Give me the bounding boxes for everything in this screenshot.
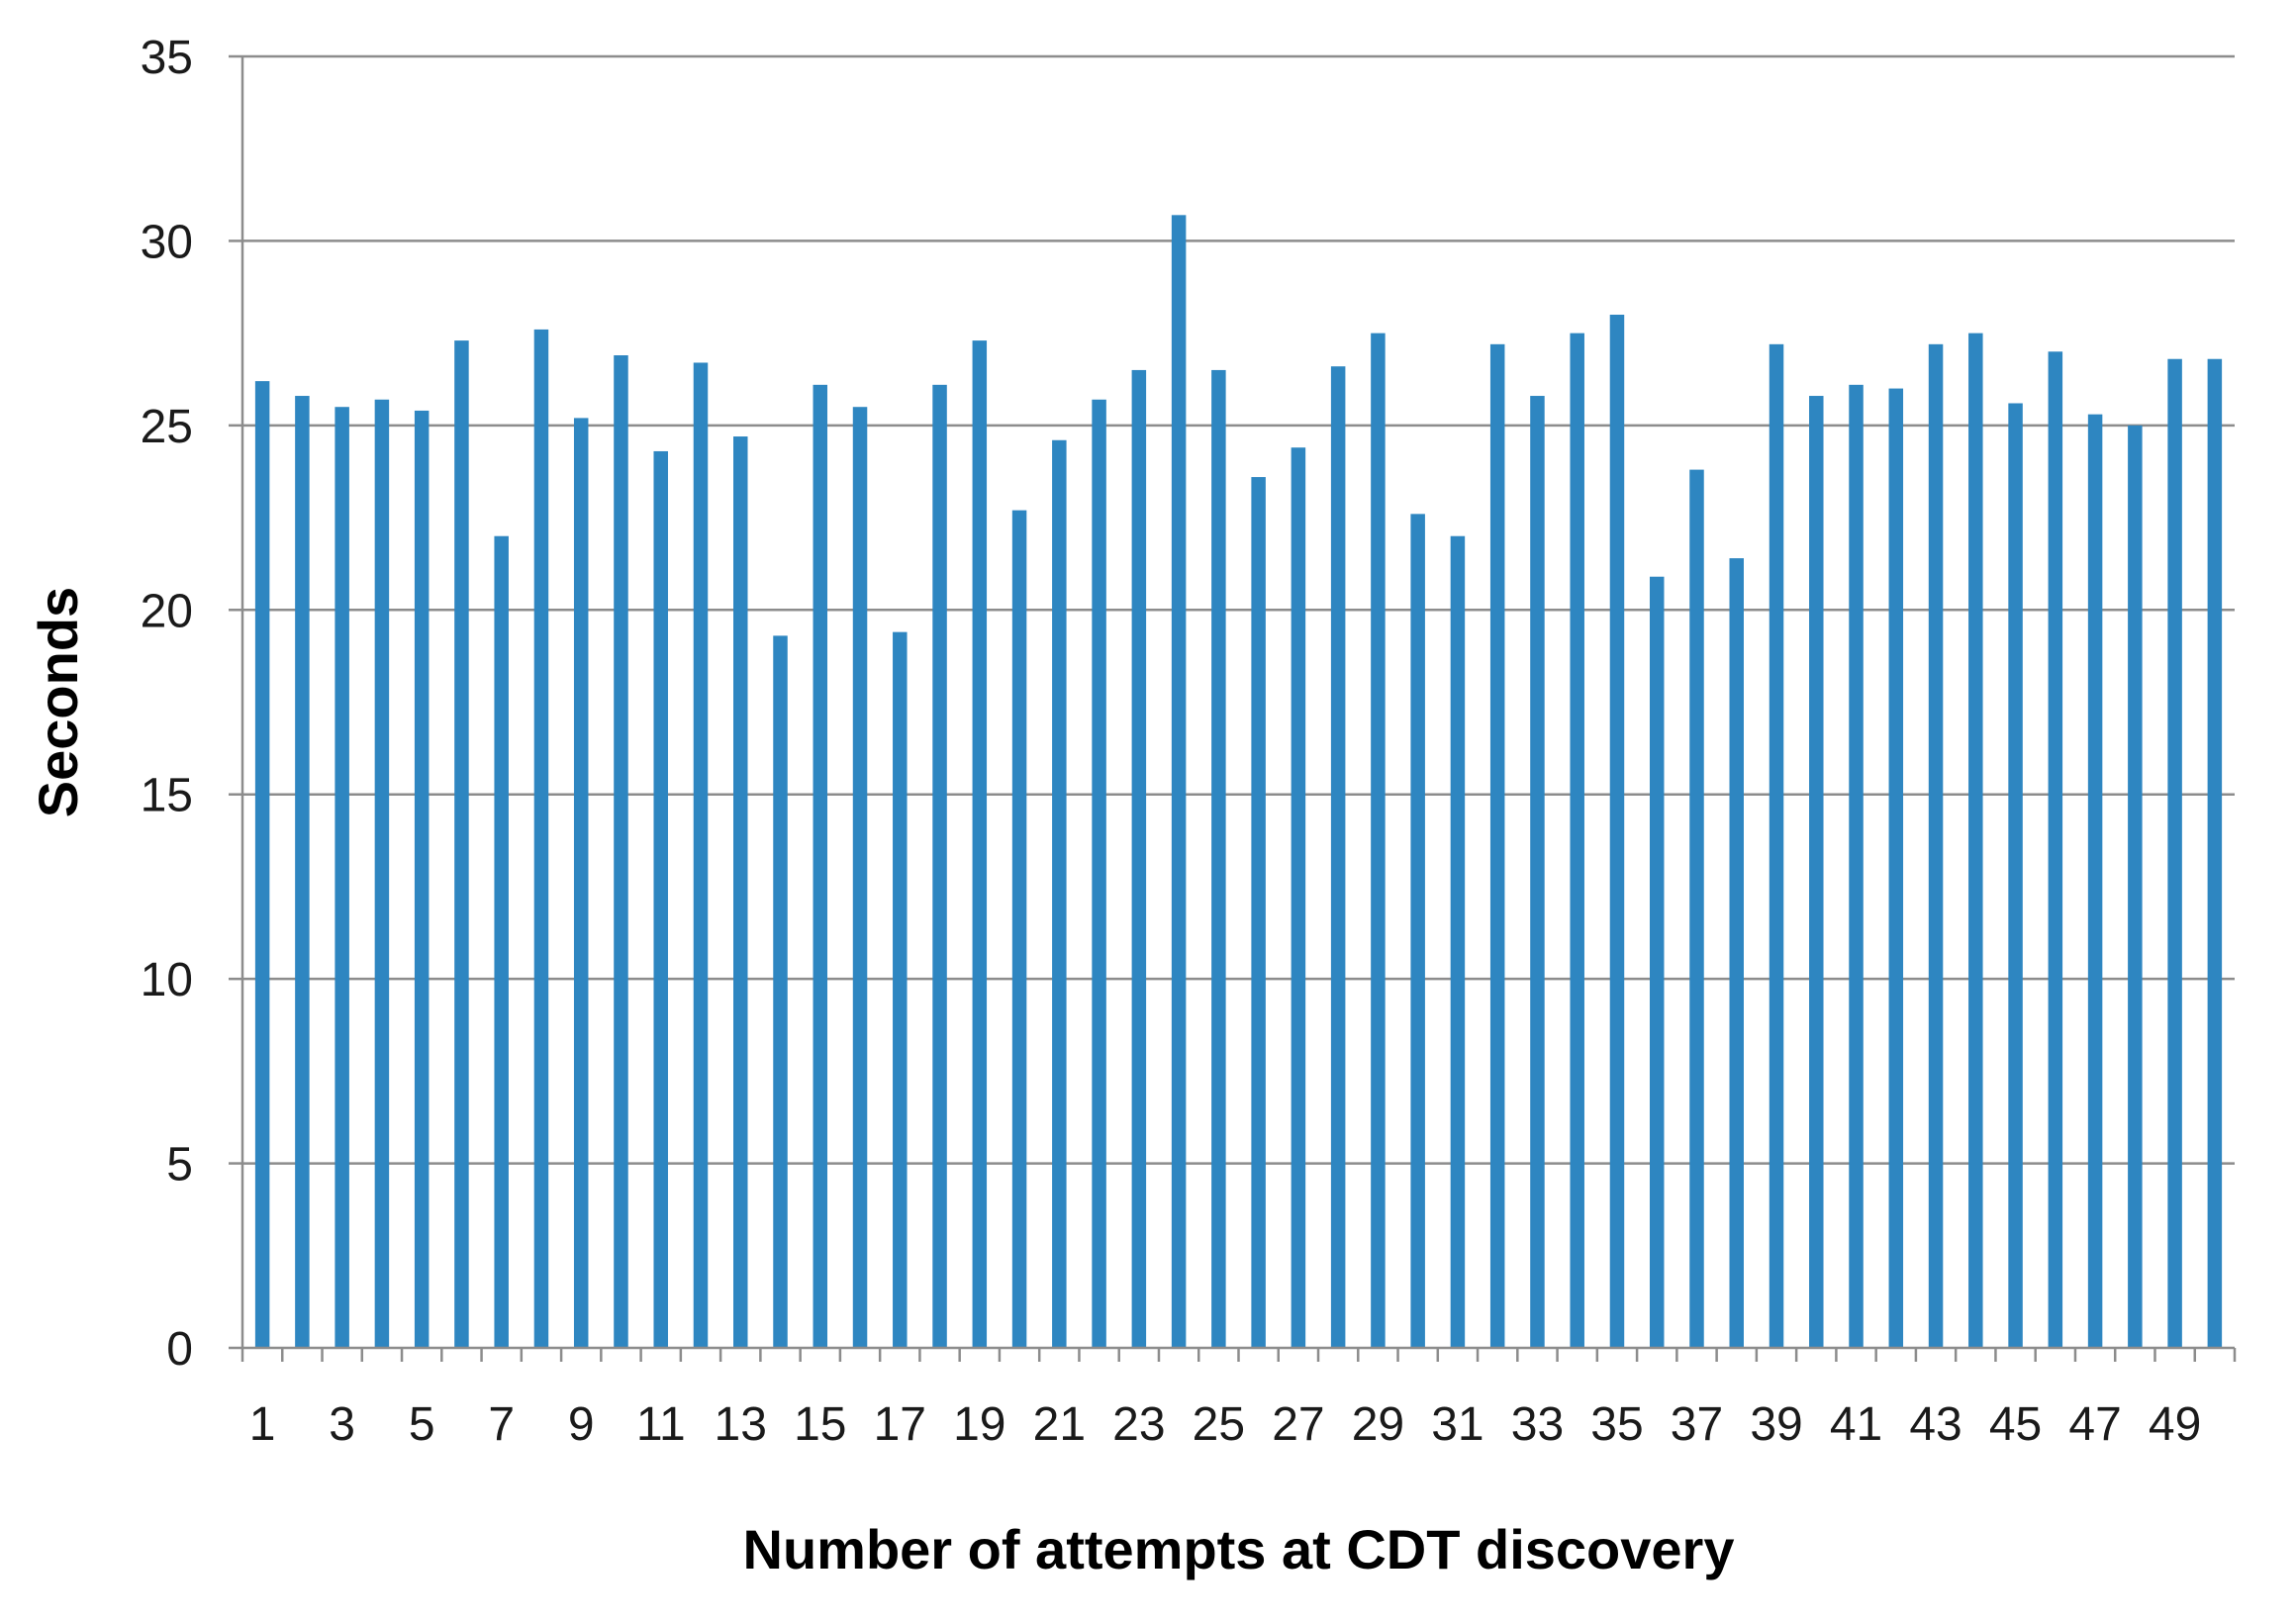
- y-tick-label: 35: [141, 32, 193, 84]
- bar-16: [852, 407, 868, 1348]
- x-tick-label: 29: [1352, 1398, 1404, 1451]
- x-tick-label: 43: [1909, 1398, 1961, 1451]
- bar-33: [1530, 396, 1545, 1348]
- y-tick-label: 25: [141, 401, 193, 453]
- x-tick-label: 19: [953, 1398, 1005, 1451]
- bars: [254, 215, 2223, 1349]
- x-tick-label: 11: [636, 1398, 686, 1451]
- x-tick-label: 15: [794, 1398, 846, 1451]
- bar-35: [1609, 315, 1625, 1348]
- y-tick-label: 15: [141, 770, 193, 822]
- bar-49: [2167, 358, 2182, 1348]
- bar-48: [2128, 425, 2143, 1348]
- x-tick-label: 13: [715, 1398, 767, 1451]
- bar-19: [972, 340, 988, 1349]
- bar-13: [733, 436, 748, 1348]
- x-tick-label: 35: [1590, 1398, 1643, 1451]
- x-axis-title: Number of attempts at CDT discovery: [743, 1518, 1735, 1580]
- x-tick-label: 1: [249, 1398, 276, 1451]
- x-tick-label: 49: [2149, 1398, 2201, 1451]
- bar-10: [614, 355, 628, 1348]
- bar-28: [1330, 366, 1346, 1348]
- x-tick-label: 39: [1750, 1398, 1802, 1451]
- y-tick-label: 10: [141, 954, 193, 1006]
- bar-21: [1052, 439, 1067, 1348]
- bar-34: [1570, 333, 1584, 1349]
- bar-42: [1888, 388, 1904, 1349]
- bar-37: [1689, 469, 1704, 1349]
- x-tick-label: 9: [568, 1398, 595, 1451]
- x-tick-label: 3: [329, 1398, 355, 1451]
- x-tick-label: 33: [1511, 1398, 1564, 1451]
- bar-11: [653, 450, 668, 1348]
- bar-24: [1171, 215, 1187, 1348]
- bar-44: [1968, 333, 1983, 1349]
- bar-1: [254, 381, 270, 1349]
- bar-20: [1011, 510, 1027, 1348]
- x-tick-label: 5: [409, 1398, 435, 1451]
- y-tick-label: 20: [141, 585, 193, 637]
- bar-29: [1371, 333, 1386, 1349]
- bar-18: [932, 384, 947, 1348]
- bar-32: [1489, 343, 1505, 1348]
- bar-43: [1928, 343, 1944, 1348]
- bar-25: [1211, 369, 1226, 1348]
- bar-45: [2008, 403, 2023, 1348]
- bar-7: [494, 535, 509, 1348]
- x-tick-label: 25: [1193, 1398, 1245, 1451]
- bar-23: [1131, 369, 1147, 1348]
- bar-15: [813, 384, 828, 1348]
- y-tick-label: 30: [141, 216, 193, 268]
- x-tick-label: 17: [874, 1398, 926, 1451]
- x-tick-label: 21: [1033, 1398, 1086, 1451]
- bar-46: [2048, 351, 2063, 1348]
- bar-41: [1849, 384, 1864, 1348]
- bar-30: [1410, 514, 1425, 1348]
- bar-4: [374, 399, 390, 1348]
- bar-8: [533, 329, 549, 1348]
- bar-14: [773, 635, 788, 1348]
- bar-27: [1291, 447, 1306, 1348]
- bar-38: [1729, 558, 1744, 1348]
- bar-6: [454, 340, 469, 1349]
- x-tick-labels: 1 3 5 7 9 11 13 15 17 19 21 23 25 27 29 31 33 35 37 39 41 43 4…: [249, 1398, 2202, 1451]
- y-tick-label: 0: [166, 1323, 193, 1376]
- bar-47: [2087, 414, 2103, 1349]
- y-axis-title: Seconds: [27, 587, 89, 817]
- axes: [229, 54, 2237, 1362]
- x-tick-label: 27: [1272, 1398, 1324, 1451]
- x-tick-label: 45: [1989, 1398, 2042, 1451]
- bar-9: [573, 418, 589, 1348]
- x-tick-label: 23: [1112, 1398, 1165, 1451]
- bar-3: [335, 407, 349, 1348]
- bar-40: [1809, 396, 1824, 1348]
- x-tick-label: 31: [1431, 1398, 1483, 1451]
- x-tick-label: 41: [1830, 1398, 1882, 1451]
- x-tick-label: 7: [488, 1398, 515, 1451]
- y-tick-label: 5: [166, 1139, 193, 1192]
- bar-22: [1092, 399, 1106, 1348]
- bar-5: [414, 410, 430, 1348]
- bar-17: [893, 631, 908, 1348]
- bar-12: [693, 362, 709, 1348]
- bar-26: [1251, 477, 1266, 1348]
- bar-31: [1450, 535, 1466, 1348]
- bar-36: [1649, 576, 1665, 1348]
- bar-39: [1769, 343, 1784, 1348]
- bar-2: [295, 396, 310, 1348]
- bar-50: [2207, 358, 2223, 1348]
- x-tick-label: 47: [2068, 1398, 2121, 1451]
- x-tick-label: 37: [1671, 1398, 1723, 1451]
- y-tick-labels: 0 5 10 15 20 25 30 35: [141, 32, 193, 1376]
